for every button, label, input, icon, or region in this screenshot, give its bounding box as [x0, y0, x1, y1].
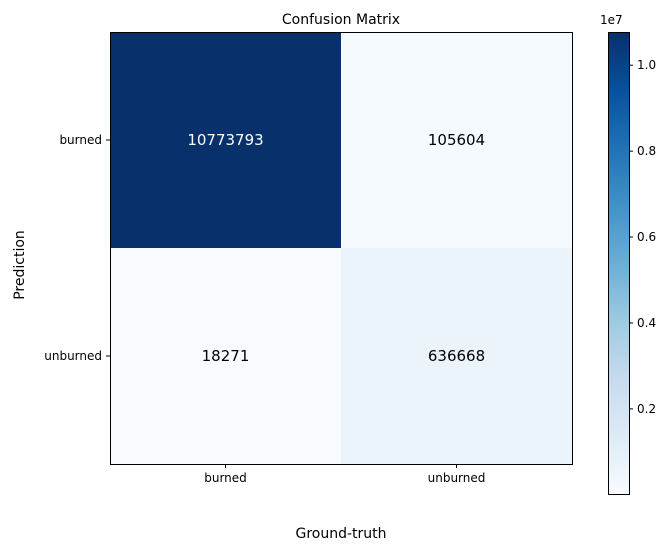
colorbar-tick-label: 0.2 [637, 402, 656, 416]
cell-value-labels: 10773793 105604 18271 636668 [187, 131, 485, 365]
x-tick-label: burned [204, 471, 247, 485]
cell-burned-burned [110, 32, 341, 248]
cell-value-label: 105604 [428, 131, 485, 149]
cell-unburned-unburned [341, 248, 572, 464]
cell-value-label: 18271 [202, 347, 250, 365]
chart-title: Confusion Matrix [282, 12, 400, 28]
colorbar-ticks: 0.2 0.4 0.6 0.8 1.0 [629, 58, 656, 416]
y-tick-label: burned [59, 133, 102, 147]
colorbar-offset-label: 1e7 [600, 13, 623, 27]
y-axis-ticks: burned unburned [44, 133, 110, 363]
colorbar-tick-label: 0.4 [637, 316, 656, 330]
colorbar-tick-label: 0.8 [637, 144, 656, 158]
cell-burned-unburned [341, 32, 572, 248]
x-axis-label: Ground-truth [295, 526, 386, 542]
cell-value-label: 10773793 [187, 131, 263, 149]
cell-value-label: 636668 [428, 347, 485, 365]
colorbar [608, 32, 630, 495]
y-tick-label: unburned [44, 349, 102, 363]
x-tick-label: unburned [428, 471, 486, 485]
colorbar-tick-label: 0.6 [637, 230, 656, 244]
heatmap-cells [110, 32, 572, 464]
y-axis-label: Prediction [12, 230, 28, 300]
plot-frame [110, 32, 573, 465]
x-axis-ticks: burned unburned [204, 464, 485, 485]
colorbar-tick-label: 1.0 [637, 58, 656, 72]
cell-unburned-burned [110, 248, 341, 464]
